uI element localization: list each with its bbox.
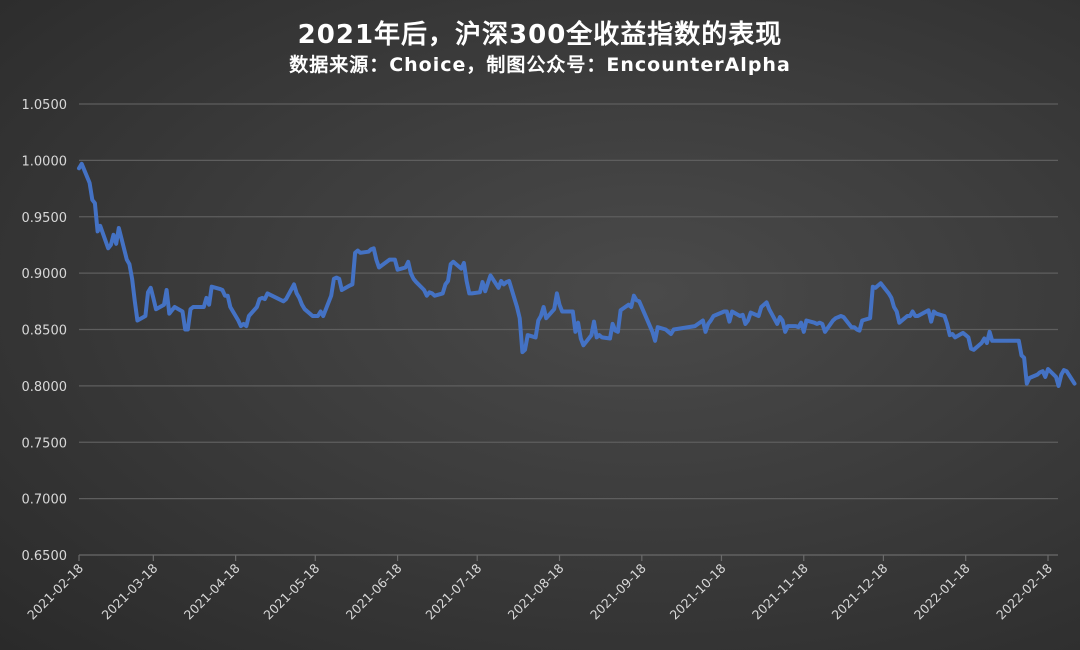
x-tick-label: 2021-07-18: [422, 560, 484, 622]
y-tick-label: 0.9500: [22, 211, 68, 226]
chart-subtitle: 数据来源：Choice，制图公众号：EncounterAlpha: [289, 54, 791, 76]
x-tick-label: 2021-03-18: [98, 560, 160, 622]
x-tick-label: 2021-05-18: [260, 560, 322, 622]
y-tick-label: 1.0000: [22, 154, 68, 169]
y-axis-ticks: 1.0500 1.0000 0.9500 0.9000 0.8500 0.8000 0.75…: [22, 98, 68, 564]
x-tick-label: 2021-04-18: [181, 560, 243, 622]
y-tick-label: 0.8000: [22, 380, 68, 395]
x-tick-label: 2021-11-18: [749, 560, 811, 622]
y-tick-label: 0.6500: [22, 549, 68, 564]
x-tick-label: 2022-01-18: [911, 560, 973, 622]
chart-title: 2021年后，沪深300全收益指数的表现: [297, 20, 783, 50]
index-line-series: [77, 161, 1077, 388]
x-tick-label: 2021-09-18: [587, 560, 649, 622]
x-tick-label: 2021-10-18: [667, 560, 729, 622]
y-tick-label: 0.8500: [22, 324, 68, 339]
x-tick-label: 2021-02-18: [24, 560, 86, 622]
x-tick-label: 2021-12-18: [829, 560, 891, 622]
x-tick-label: 2021-08-18: [505, 560, 567, 622]
x-tick-label: 2022-02-18: [993, 560, 1055, 622]
gridlines: [79, 103, 1058, 500]
y-tick-label: 0.7000: [22, 493, 68, 508]
y-tick-label: 0.9000: [22, 267, 68, 282]
y-tick-label: 0.7500: [22, 436, 68, 451]
x-axis: 2021-02-18 2021-03-18 2021-04-18 2021-05-18…: [24, 554, 1058, 622]
x-tick-label: 2021-06-18: [343, 560, 405, 622]
y-tick-label: 1.0500: [22, 98, 68, 113]
